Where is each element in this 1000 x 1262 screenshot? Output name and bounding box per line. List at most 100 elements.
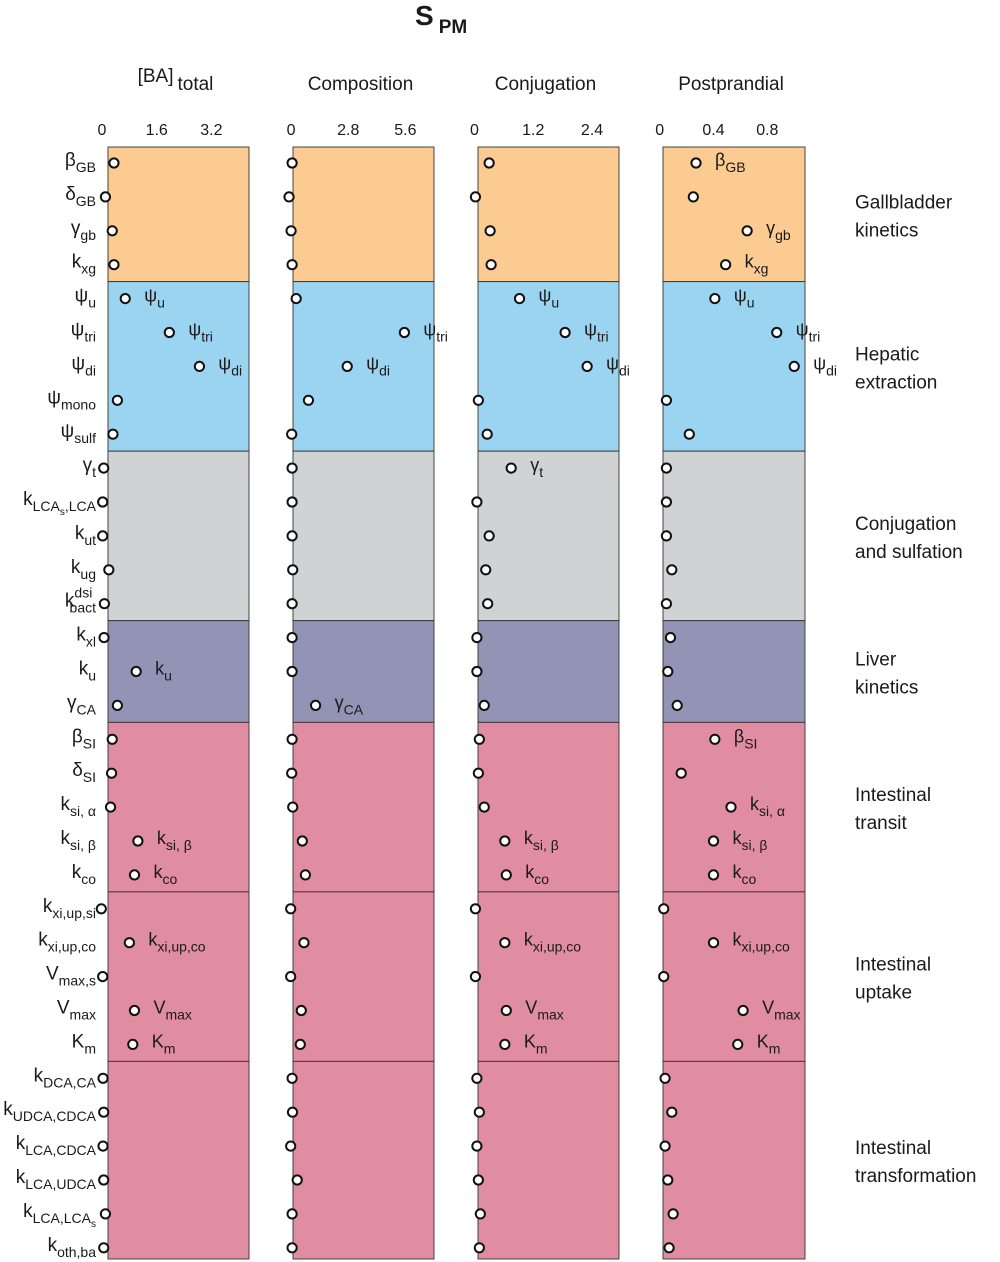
data-point	[286, 428, 298, 440]
data-point	[559, 326, 571, 339]
point-annotation: ψu	[144, 286, 165, 311]
point-annotation: ψu	[539, 286, 560, 311]
data-point	[658, 903, 670, 915]
group-band-6-panel-2	[477, 1060, 620, 1260]
data-point	[771, 326, 783, 339]
data-point	[485, 259, 497, 271]
panel-title: Postprandial	[678, 74, 784, 95]
parameter-label: Vmax,s	[46, 964, 96, 989]
group-label-line: kinetics	[855, 678, 918, 699]
data-point	[295, 1004, 307, 1017]
panel-title: Conjugation	[495, 74, 596, 95]
parameter-label: γCA	[67, 692, 97, 717]
point-annotation: βSI	[734, 726, 758, 751]
data-point	[106, 733, 118, 745]
data-point	[471, 1140, 483, 1152]
parameter-label: kLCA,LCAs	[23, 1201, 96, 1230]
data-point	[671, 699, 683, 712]
point-annotation: Km	[152, 1031, 176, 1056]
point-annotation: ψdi	[606, 353, 630, 378]
data-point	[662, 1174, 674, 1186]
group-bands	[107, 146, 806, 1260]
panel-title: [BA] total	[138, 66, 214, 95]
group-band-5-panel-1	[292, 891, 435, 1062]
parameter-label: kxi,up,si	[43, 896, 96, 921]
group-label-line: kinetics	[855, 220, 918, 241]
data-point	[469, 903, 482, 915]
data-point	[473, 1242, 485, 1254]
data-point	[683, 428, 695, 440]
group-band-6-panel-3	[662, 1060, 806, 1260]
data-point	[98, 462, 110, 474]
data-point	[469, 971, 482, 983]
point-annotation: Km	[757, 1031, 781, 1056]
data-point	[103, 564, 115, 576]
parameter-label: kxl	[76, 625, 96, 650]
point-annotation: ψtri	[796, 320, 821, 345]
point-annotation: ψu	[734, 286, 755, 311]
tick-label: 5.6	[394, 122, 416, 139]
data-point	[666, 564, 678, 576]
group-band-6-panel-1	[292, 1060, 435, 1260]
data-point	[659, 1072, 671, 1084]
point-annotation: βGB	[715, 150, 746, 175]
group-band-5-panel-2	[477, 891, 620, 1062]
data-point	[499, 937, 511, 949]
data-point	[663, 1242, 675, 1254]
data-point	[286, 462, 298, 474]
group-band-3-panel-0	[107, 620, 250, 723]
data-point	[709, 293, 721, 305]
data-point	[108, 157, 120, 169]
data-point	[97, 1072, 109, 1084]
point-annotation: γt	[530, 455, 543, 480]
point-annotation: ksi, β	[733, 828, 768, 853]
data-point	[286, 259, 298, 271]
data-point	[664, 632, 677, 644]
group-band-3-panel-2	[477, 620, 620, 723]
tick-label: 0	[470, 122, 479, 139]
group-label-line: Gallbladder	[855, 192, 953, 213]
group-band-4-panel-2	[477, 721, 620, 893]
group-label-line: Conjugation	[855, 514, 956, 535]
data-point	[660, 462, 673, 474]
data-point	[294, 1038, 306, 1051]
data-point	[286, 1208, 298, 1220]
point-annotation: kxi,up,co	[524, 930, 581, 955]
group-label-line: uptake	[855, 983, 912, 1004]
data-point	[471, 496, 483, 508]
data-point	[472, 1174, 484, 1186]
data-point	[480, 564, 492, 576]
data-point	[111, 394, 123, 406]
panel-headers: [BA] total 0 1.6 3.2 Composition 0 2.8 5.6 Conjug…	[98, 66, 784, 139]
tick-label: 2.8	[337, 122, 359, 139]
data-point	[286, 1242, 298, 1254]
parameter-label: ψmono	[47, 387, 96, 412]
point-annotation: ψtri	[423, 320, 448, 345]
parameter-label: γt	[83, 455, 97, 480]
data-point	[98, 1106, 110, 1118]
group-label-line: transit	[855, 813, 907, 834]
point-annotation: ksi, β	[157, 828, 192, 853]
group-band-0-panel-3	[662, 146, 806, 283]
data-point	[581, 360, 593, 372]
group-band-1-panel-3	[662, 281, 806, 452]
group-band-2-panel-2	[477, 450, 620, 622]
group-label-line: Hepatic	[855, 344, 919, 365]
group-band-2-panel-1	[292, 450, 435, 622]
data-point	[483, 530, 495, 542]
data-point	[707, 869, 720, 881]
group-label-line: Intestinal	[855, 955, 931, 976]
data-point	[285, 225, 297, 237]
data-point	[130, 665, 142, 678]
tick-label: 1.6	[146, 122, 168, 139]
point-annotation: kco	[525, 862, 549, 887]
point-annotation: Vmax	[525, 998, 563, 1023]
data-point	[98, 1174, 110, 1186]
data-point	[285, 1140, 297, 1152]
data-point	[660, 530, 673, 542]
data-point	[473, 733, 485, 745]
parameter-label: kUDCA,CDCA	[3, 1099, 96, 1124]
data-point	[666, 1106, 678, 1118]
